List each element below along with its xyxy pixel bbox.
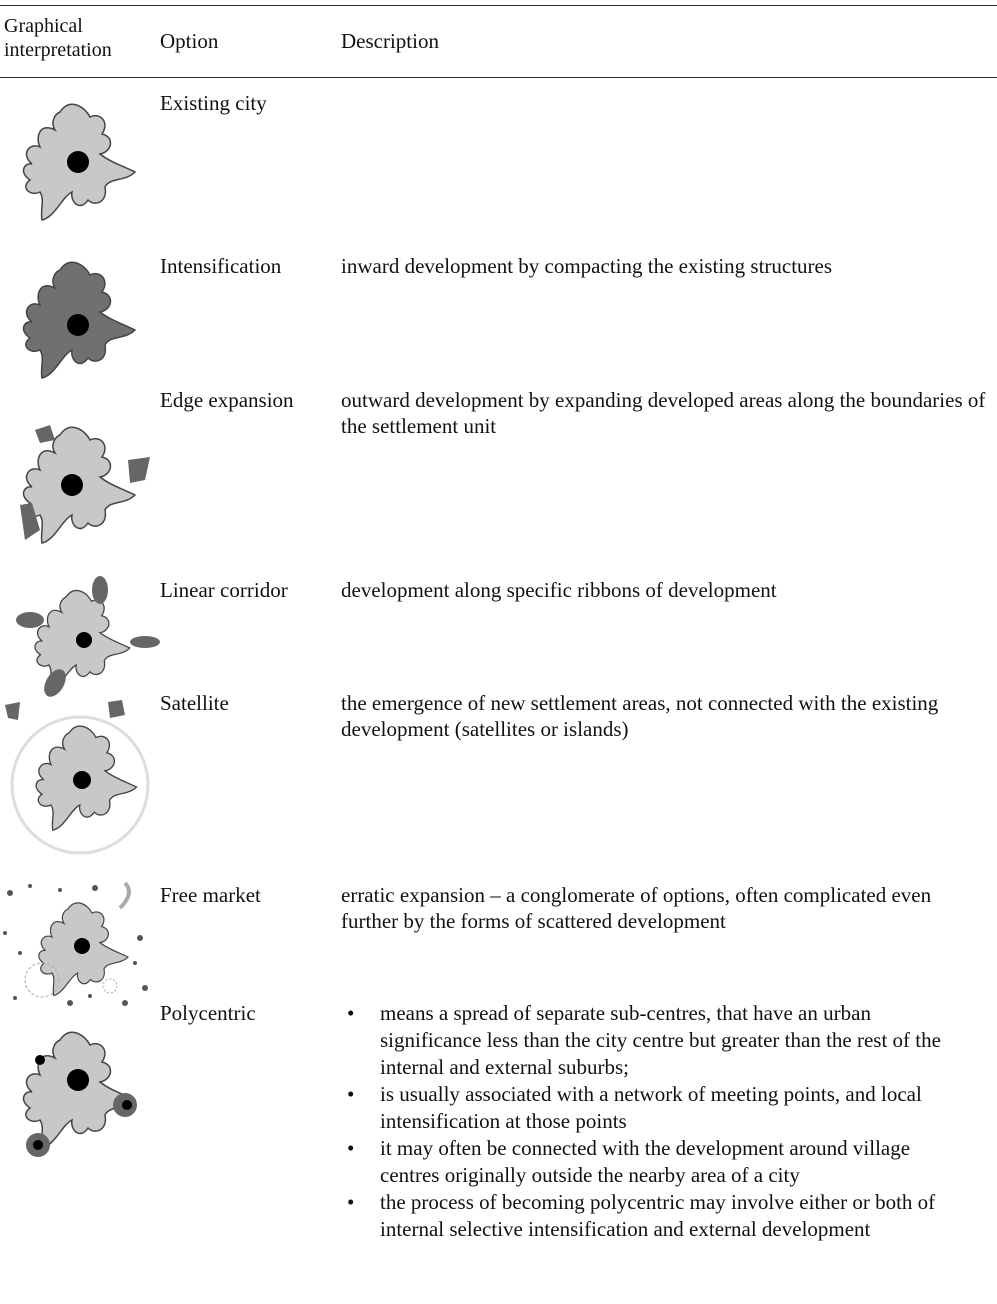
header-rule (0, 77, 997, 78)
header-cell: Graphical interpretation (4, 15, 112, 61)
option: Polycentric (160, 1001, 256, 1025)
linear-corridor-icon (16, 576, 160, 697)
header-cell: Description (341, 29, 439, 53)
option: Linear corridor (160, 578, 288, 602)
option: Existing city (160, 91, 267, 115)
free-market-icon (3, 881, 148, 1006)
description: the emergence of new settlement areas, n… (341, 691, 939, 741)
top-rule (0, 5, 997, 6)
polycentric-icon (22, 1031, 137, 1157)
city-icon (22, 103, 136, 221)
description: erratic expansion – a conglomerate of op… (341, 883, 932, 933)
bullet-item: it may often be connected with the devel… (341, 1135, 961, 1189)
option: Satellite (160, 691, 229, 715)
description: inward development by compacting the exi… (341, 254, 833, 278)
satellite-icon (5, 700, 150, 855)
bullet-item: is usually associated with a network of … (341, 1081, 961, 1135)
option: Intensification (160, 254, 282, 278)
bullet-item: means a spread of separate sub-centres, … (341, 1000, 961, 1081)
bullet-item: the process of becoming polycentric may … (341, 1189, 961, 1243)
description-list: means a spread of separate sub-centres, … (341, 1000, 961, 1243)
intensification-icon (22, 261, 136, 379)
description: outward development by expanding develop… (341, 388, 986, 438)
edge-expansion-icon (20, 425, 150, 544)
option: Edge expansion (160, 388, 294, 412)
option: Free market (160, 883, 261, 907)
description: development along specific ribbons of de… (341, 578, 777, 602)
header-cell: Option (160, 29, 219, 53)
